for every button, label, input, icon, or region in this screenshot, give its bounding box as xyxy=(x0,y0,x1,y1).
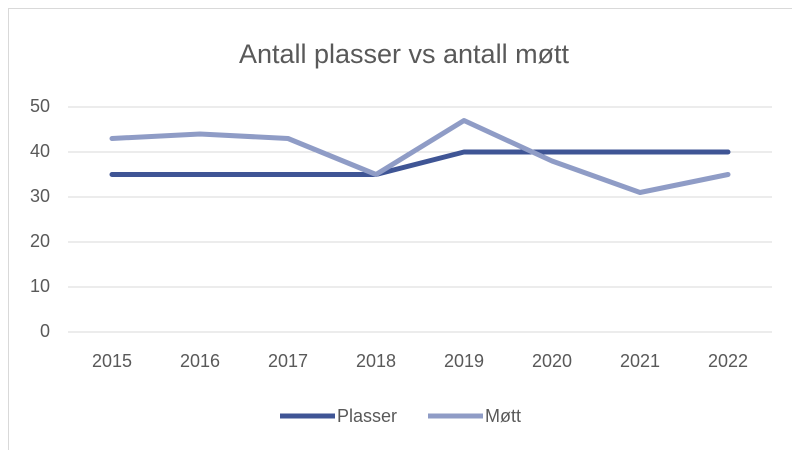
x-tick-label: 2020 xyxy=(532,351,572,371)
x-tick-label: 2015 xyxy=(92,351,132,371)
y-tick-label: 50 xyxy=(30,96,50,116)
chart-title: Antall plasser vs antall møtt xyxy=(239,39,570,69)
series-line xyxy=(109,118,731,195)
y-tick-label: 0 xyxy=(40,321,50,341)
y-tick-label: 30 xyxy=(30,186,50,206)
y-tick-label: 10 xyxy=(30,276,50,296)
legend-label: Plasser xyxy=(337,406,397,426)
y-tick-label: 40 xyxy=(30,141,50,161)
x-tick-label: 2016 xyxy=(180,351,220,371)
x-tick-label: 2017 xyxy=(268,351,308,371)
legend-label: Møtt xyxy=(485,406,521,426)
series-line xyxy=(109,149,731,177)
x-tick-label: 2021 xyxy=(620,351,660,371)
y-tick-label: 20 xyxy=(30,231,50,251)
chart-frame xyxy=(8,8,792,450)
x-tick-label: 2018 xyxy=(356,351,396,371)
x-tick-label: 2022 xyxy=(708,351,748,371)
x-tick-label: 2019 xyxy=(444,351,484,371)
